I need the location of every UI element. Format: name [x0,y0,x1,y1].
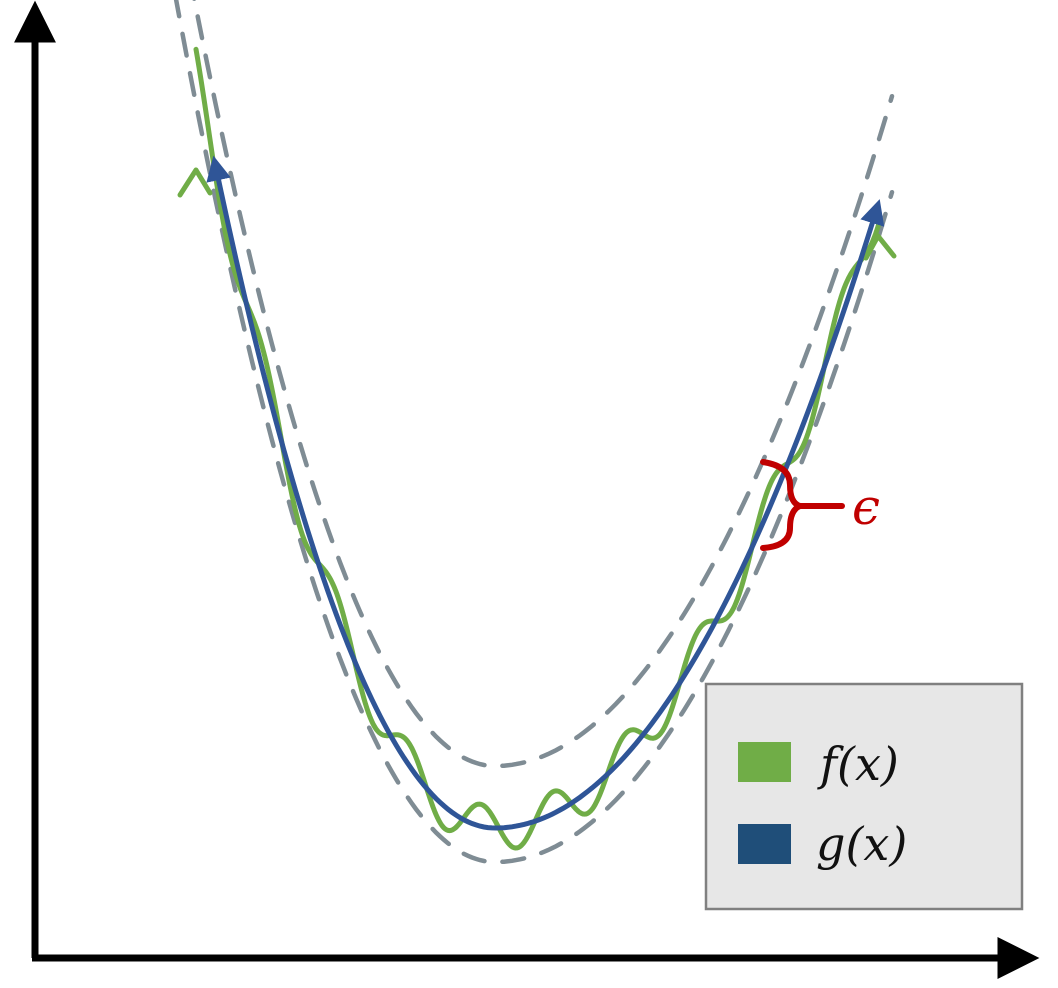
legend-box [704,682,1024,911]
tolerance-band-upper [192,0,895,769]
legend-swatch-f [738,742,791,782]
f-curve-arrowhead-left [177,167,213,198]
f-curve-arrowhead-right [863,233,897,261]
epsilon-label: ϵ [852,478,880,536]
legend-swatch-g [738,824,791,864]
g-curve [206,155,885,831]
legend-label-f: f(x) [817,737,899,791]
tolerance-band-lower [173,0,895,865]
legend: f(x) g(x) [704,682,1024,911]
legend-label-g: g(x) [816,817,907,871]
f-curve [193,46,883,851]
